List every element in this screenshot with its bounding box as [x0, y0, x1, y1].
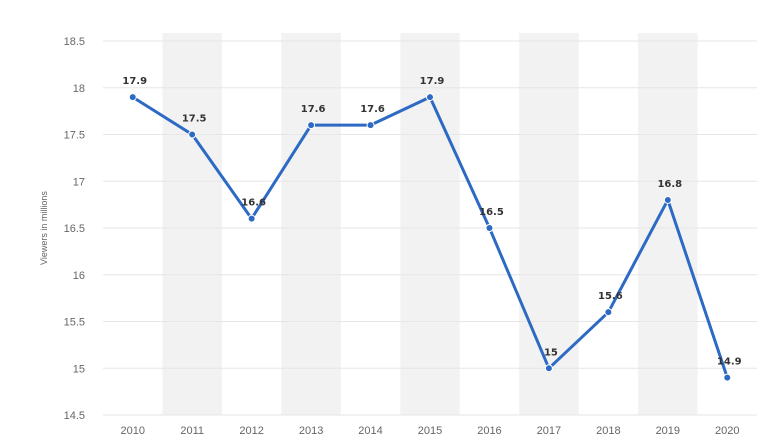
data-label-2011: 17.5 — [182, 114, 207, 125]
column-band-2019 — [638, 33, 698, 415]
data-point-2016 — [485, 224, 494, 232]
data-point-2020 — [723, 373, 732, 382]
data-labels: 17.9 17.5 16.6 17.6 17.6 17.9 16.5 15 15.6 16.8 14… — [122, 76, 741, 368]
y-tick-label: 14.5 — [64, 410, 85, 422]
column-bands — [162, 33, 698, 415]
x-tick-label: 2019 — [656, 425, 680, 437]
x-tick-label: 2011 — [180, 425, 204, 437]
data-label-2015: 17.9 — [420, 76, 445, 87]
data-label-2016: 16.5 — [479, 207, 504, 218]
data-label-2012: 16.6 — [241, 198, 266, 209]
data-label-2019: 16.8 — [657, 179, 682, 190]
x-tick-label: 2017 — [537, 425, 561, 437]
x-tick-label: 2014 — [358, 425, 382, 437]
data-label-2018: 15.6 — [598, 291, 623, 302]
data-point-2010 — [128, 93, 137, 102]
data-point-2015 — [426, 93, 434, 102]
x-tick-label: 2015 — [418, 425, 442, 437]
data-point-2013 — [307, 121, 316, 130]
y-tick-label: 18.5 — [64, 36, 85, 48]
data-label-2010: 17.9 — [122, 76, 147, 87]
x-axis-ticks: 2010 2011 2012 2013 2014 2015 2016 2017 2018 2019… — [120, 425, 739, 437]
y-axis-ticks: 14.5 15 15.5 16 16.5 17 17.5 18 18.5 — [64, 36, 85, 422]
data-label-2017: 15 — [544, 347, 558, 358]
x-tick-label: 2010 — [120, 425, 144, 437]
y-axis-title: Viewers in millions — [39, 191, 49, 265]
x-tick-label: 2016 — [477, 425, 501, 437]
column-band-2013 — [281, 33, 341, 415]
x-tick-label: 2012 — [239, 425, 263, 437]
data-label-2014: 17.6 — [360, 104, 385, 115]
column-band-2015 — [400, 33, 460, 415]
data-points — [128, 93, 732, 382]
y-tick-label: 18 — [73, 83, 85, 95]
data-label-2013: 17.6 — [301, 104, 326, 115]
y-tick-label: 16.5 — [64, 223, 85, 235]
data-point-2011 — [188, 130, 197, 139]
x-tick-label: 2013 — [299, 425, 323, 437]
data-point-2018 — [604, 308, 613, 317]
data-point-2014 — [366, 121, 375, 130]
y-tick-label: 16 — [73, 270, 85, 282]
data-label-2020: 14.9 — [717, 357, 742, 368]
data-point-2019 — [663, 195, 672, 204]
column-band-2011 — [162, 33, 222, 415]
y-tick-label: 15.5 — [64, 317, 85, 329]
data-point-2017 — [544, 364, 553, 373]
x-tick-label: 2018 — [596, 425, 620, 437]
y-tick-label: 17.5 — [64, 130, 85, 142]
gridlines — [103, 40, 757, 416]
y-tick-label: 17 — [73, 176, 85, 188]
data-point-2012 — [247, 214, 256, 223]
x-tick-label: 2020 — [715, 425, 739, 437]
y-tick-label: 15 — [73, 363, 85, 375]
